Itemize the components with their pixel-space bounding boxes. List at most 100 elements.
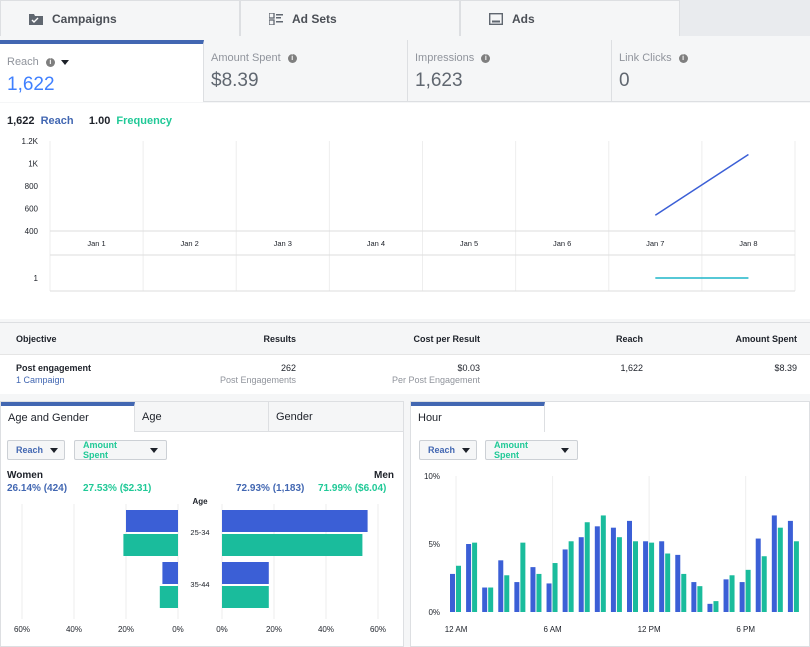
reach-chart: 1,622 Reach 1.00 Frequency 1.2K 1K 800 600 4… bbox=[0, 103, 810, 319]
reach-value: 1,622 bbox=[620, 363, 643, 373]
metric-impressions[interactable]: Impressions i 1,623 bbox=[408, 40, 612, 102]
hour-reach-dropdown[interactable]: Reach bbox=[419, 440, 477, 460]
header-cost-per-result: Cost per Result bbox=[413, 334, 480, 344]
x-tick-label: Jan 8 bbox=[739, 239, 757, 248]
tab-label: Ads bbox=[512, 11, 535, 26]
x-tick-label: Jan 2 bbox=[181, 239, 199, 248]
reach-dropdown[interactable]: Reach bbox=[7, 440, 65, 460]
metric-label: Impressions bbox=[415, 52, 475, 64]
x-tick-label: Jan 4 bbox=[367, 239, 385, 248]
dropdown-label: Reach bbox=[16, 445, 44, 455]
tab-gender[interactable]: Gender bbox=[269, 402, 403, 432]
y-tick-label: 800 bbox=[25, 182, 39, 191]
hour-reach-bar bbox=[514, 582, 520, 612]
tab-label: Ad Sets bbox=[292, 11, 337, 26]
women-amount-bar bbox=[159, 586, 178, 608]
women-title: Women bbox=[7, 470, 43, 481]
reach-series-line bbox=[654, 153, 749, 216]
hour-amount-bar bbox=[793, 541, 799, 612]
hour-amount-bar bbox=[761, 556, 767, 612]
metric-value: 1,622 bbox=[7, 74, 55, 95]
chevron-down-icon[interactable] bbox=[60, 59, 69, 65]
y-tick-label: 600 bbox=[25, 205, 39, 214]
metric-reach[interactable]: Reach i 1,622 bbox=[0, 40, 204, 102]
hour-reach-bar bbox=[643, 541, 649, 612]
header-objective: Objective bbox=[16, 334, 57, 344]
amount-spent-dropdown[interactable]: Amount Spent bbox=[74, 440, 167, 460]
top-tab-bar: Campaigns Ad Sets Ads bbox=[0, 0, 810, 36]
metric-label: Amount Spent bbox=[211, 52, 281, 64]
header-amount-spent: Amount Spent bbox=[735, 334, 798, 344]
tab-age-and-gender[interactable]: Age and Gender bbox=[1, 402, 135, 432]
x-tick-label: 60% bbox=[370, 625, 386, 634]
hour-reach-bar bbox=[659, 541, 665, 612]
cost-value: $0.03 bbox=[457, 363, 480, 373]
folder-icon bbox=[29, 13, 43, 25]
y-tick-label: 10% bbox=[424, 472, 440, 481]
dropdown-label: Amount Spent bbox=[83, 440, 117, 460]
hour-amount-bar bbox=[681, 573, 687, 612]
hour-amount-bar bbox=[600, 515, 606, 612]
tab-ad-sets[interactable]: Ad Sets bbox=[240, 0, 460, 36]
dropdown-label: Amount Spent bbox=[494, 440, 528, 460]
y-tick-label: 400 bbox=[25, 227, 39, 236]
x-tick-label: 6 AM bbox=[543, 625, 562, 634]
hour-amount-bar bbox=[552, 563, 558, 612]
men-amount-bar bbox=[222, 586, 269, 608]
x-tick-label: 20% bbox=[118, 625, 134, 634]
age-gender-chart: Age 25-34 35-44 60% 40% 20% 0% 0% 20% 40% 60% bbox=[14, 497, 386, 634]
tab-ads[interactable]: Ads bbox=[460, 0, 680, 36]
y-tick-label: 1 bbox=[34, 274, 39, 283]
info-icon[interactable]: i bbox=[287, 53, 297, 63]
metric-label: Reach bbox=[7, 56, 39, 68]
women-reach-bar bbox=[126, 510, 178, 532]
tab-hour[interactable]: Hour bbox=[411, 402, 545, 432]
info-icon[interactable]: i bbox=[481, 53, 491, 63]
info-icon[interactable]: i bbox=[678, 53, 688, 63]
hour-amount-bar bbox=[745, 569, 751, 612]
info-icon[interactable]: i bbox=[45, 57, 55, 67]
metric-link-clicks[interactable]: Link Clicks i 0 bbox=[612, 40, 810, 102]
hour-chart: 10% 5% 0% 12 AM 6 AM 12 PM 6 PM bbox=[424, 472, 799, 634]
hour-amount-bar bbox=[520, 542, 526, 612]
hour-amount-bar bbox=[488, 587, 494, 612]
grid-icon bbox=[269, 12, 283, 25]
hour-reach-bar bbox=[787, 520, 793, 612]
age-axis-title: Age bbox=[192, 497, 208, 506]
y-tick-label: 1.2K bbox=[22, 137, 39, 146]
line-chart-svg: 1.2K 1K 800 600 400 Jan 1 Jan 2 Jan 3 Jan 4 Jan 5… bbox=[22, 137, 796, 292]
metric-cards: Reach i 1,622 Amount Spent i $8.39 Impress… bbox=[0, 40, 810, 102]
hour-amount-bar bbox=[584, 522, 590, 612]
hour-reach-bar bbox=[546, 583, 552, 612]
objective-value: Post engagement bbox=[16, 363, 92, 373]
legend-reach-label[interactable]: Reach bbox=[40, 115, 74, 127]
chevron-down-icon bbox=[50, 447, 59, 453]
hour-reach-bar bbox=[627, 520, 632, 612]
x-tick-label: 40% bbox=[66, 625, 82, 634]
chevron-down-icon bbox=[561, 447, 569, 453]
hour-amount-bar bbox=[697, 586, 703, 612]
hour-reach-bar bbox=[466, 544, 472, 612]
y-tick-label: 0% bbox=[428, 608, 440, 617]
women-reach-bar bbox=[162, 562, 178, 584]
x-tick-label: 0% bbox=[172, 625, 184, 634]
hour-reach-bar bbox=[755, 538, 761, 612]
tab-age[interactable]: Age bbox=[135, 402, 269, 432]
x-tick-label: 20% bbox=[266, 625, 282, 634]
metric-amount-spent[interactable]: Amount Spent i $8.39 bbox=[204, 40, 408, 102]
hour-amount-dropdown[interactable]: Amount Spent bbox=[485, 440, 578, 460]
men-reach: 72.93% (1,183) bbox=[236, 483, 305, 494]
results-sub: Post Engagements bbox=[219, 375, 296, 385]
hour-reach-bar bbox=[610, 527, 616, 612]
tab-campaigns[interactable]: Campaigns bbox=[0, 0, 240, 36]
x-tick-label: 40% bbox=[318, 625, 334, 634]
campaign-link[interactable]: 1 Campaign bbox=[16, 375, 65, 385]
women-amount-bar bbox=[123, 534, 178, 556]
hour-amount-bar bbox=[729, 575, 735, 612]
hour-reach-bar bbox=[530, 567, 536, 612]
hour-reach-bar bbox=[739, 582, 745, 612]
legend-frequency-label[interactable]: Frequency bbox=[116, 115, 173, 127]
x-tick-label: 0% bbox=[216, 625, 228, 634]
summary-table: Objective Results Cost per Result Reach … bbox=[0, 322, 810, 394]
x-tick-label: 12 PM bbox=[638, 625, 661, 634]
